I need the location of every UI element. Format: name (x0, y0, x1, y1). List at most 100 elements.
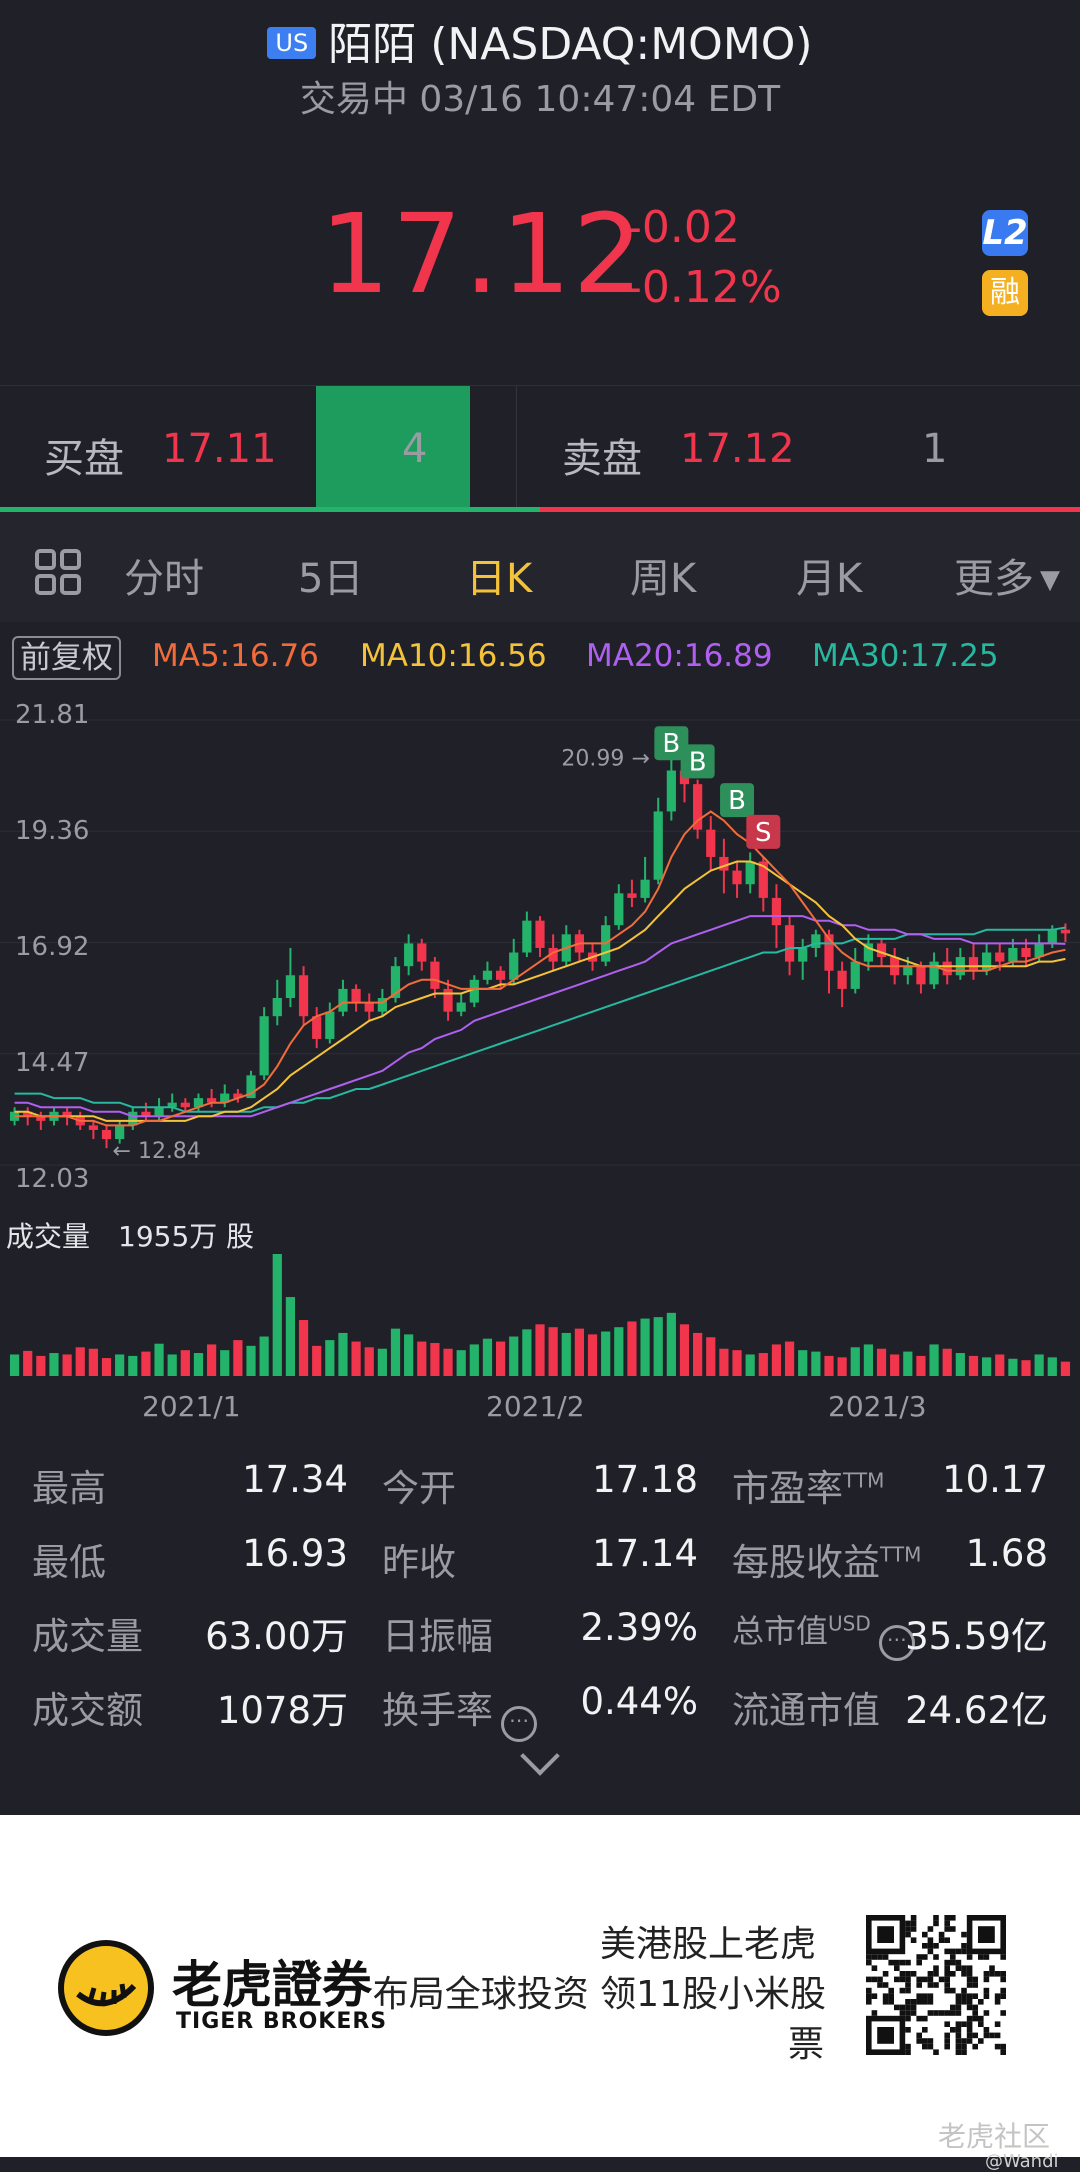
trade-marker-label: B (662, 729, 680, 759)
candle-body (653, 811, 663, 880)
stat-value: 2.39% (580, 1606, 698, 1649)
candle-body (338, 988, 348, 1012)
volume-bar (640, 1318, 650, 1376)
volume-bar (614, 1327, 624, 1376)
stat-label-sup: TTM (880, 1542, 922, 1567)
candle-body (23, 1111, 33, 1117)
tab-intraday[interactable]: 分时 (124, 556, 204, 602)
trade-marker-badge[interactable] (746, 814, 781, 849)
qr-code-icon (866, 1915, 1006, 2055)
ma10-line (14, 860, 1066, 1122)
candle-body (62, 1111, 72, 1117)
stat-value: 35.59亿 (905, 1615, 1048, 1658)
ma5-value: MA5:16.76 (152, 638, 319, 674)
candle-body (771, 897, 782, 926)
ma5-line (14, 810, 1066, 1127)
brand-name-en: TIGER BROKERS (176, 2009, 388, 2034)
price-adjust-button[interactable]: 前复权 (12, 636, 121, 680)
stat-value: 1078万 (216, 1689, 348, 1732)
stat-value: 17.18 (592, 1458, 698, 1501)
candle-body (233, 1093, 243, 1099)
volume-bar (128, 1355, 138, 1376)
candle-body (154, 1107, 164, 1117)
volume-bar (1047, 1357, 1057, 1376)
candle-body (863, 943, 873, 962)
order-book[interactable]: 买盘 17.11 4 卖盘 17.12 1 (0, 385, 1080, 515)
trade-marker-badge[interactable] (654, 726, 689, 761)
stock-title-row: US 陌陌 (NASDAQ:MOMO) (0, 8, 1080, 72)
grid-layout-icon[interactable] (34, 548, 82, 596)
y-tick-label: 21.81 (15, 700, 90, 730)
level2-badge[interactable]: L2 (982, 210, 1028, 256)
tab-more[interactable]: 更多 ▼ (954, 546, 1060, 604)
tab-daily-k[interactable]: 日K (466, 556, 533, 602)
ma30-line (14, 926, 1066, 1113)
stat-label-text: 换手率 (382, 1689, 493, 1732)
volume-bar (916, 1355, 926, 1376)
candle-body (325, 1011, 335, 1039)
candle-body (614, 893, 624, 926)
more-info-icon[interactable]: ⋯ (878, 1625, 915, 1661)
tab-monthly-k[interactable]: 月K (796, 556, 863, 602)
trade-marker-label: S (755, 818, 772, 848)
volume-bar (456, 1350, 466, 1376)
ma10-value: MA10:16.56 (360, 638, 547, 674)
volume-bar (285, 1297, 296, 1376)
volume-bar (417, 1341, 427, 1376)
y-tick-label: 12.03 (15, 1164, 90, 1194)
candle-body (784, 925, 795, 962)
volume-bar (784, 1341, 795, 1376)
tab-weekly-k[interactable]: 周K (630, 556, 697, 602)
stat-label-sup: USD (828, 1611, 871, 1636)
x-tick-label: 2021/3 (828, 1390, 927, 1423)
trade-marker-badge[interactable] (680, 744, 715, 779)
volume-bar (351, 1341, 361, 1376)
volume-bar (207, 1344, 217, 1376)
volume-bar (627, 1321, 637, 1376)
volume-bar (325, 1340, 335, 1376)
volume-bar (115, 1354, 125, 1376)
caret-down-icon: ▼ (1040, 565, 1060, 595)
volume-bar (430, 1342, 440, 1376)
stat-label: 成交额 (32, 1689, 143, 1732)
trade-marker-badge[interactable] (720, 783, 755, 818)
y-tick-label: 19.36 (15, 816, 90, 846)
candle-body (272, 998, 282, 1017)
low-price-marker: ← 12.84 (113, 1139, 201, 1164)
volume-bar (1021, 1360, 1031, 1376)
volume-bar (364, 1347, 374, 1376)
stat-label: 今开 (382, 1467, 456, 1510)
stat-value: 24.62亿 (905, 1689, 1048, 1732)
stat-label: 日振幅 (382, 1615, 493, 1658)
volume-value: 1955万 股 (118, 1220, 255, 1253)
tab-5day[interactable]: 5日 (298, 556, 364, 602)
ask-ratio-bar (540, 507, 1080, 515)
candle-body (298, 975, 309, 1017)
volume-bar (1008, 1358, 1018, 1376)
slogan-line: 票 (787, 2024, 824, 2065)
quote-stats: 最高 17.34 今开 17.18 市盈率TTM 10.17 最低 16.93 … (0, 1440, 1080, 1815)
volume-bar (36, 1355, 46, 1376)
candle-body (942, 961, 952, 976)
volume-bar (220, 1350, 230, 1376)
volume-bar (955, 1353, 965, 1376)
volume-bar (495, 1341, 506, 1376)
volume-chart[interactable] (0, 1250, 1080, 1380)
volume-bar (338, 1332, 348, 1376)
margin-badge[interactable]: 融 (982, 270, 1028, 316)
volume-bar (679, 1324, 690, 1376)
volume-bar (272, 1254, 282, 1376)
price-change: -0.02 (626, 202, 740, 253)
candle-body (640, 879, 650, 898)
volume-bar (982, 1357, 992, 1376)
volume-bar (732, 1350, 742, 1376)
volume-bar (890, 1354, 900, 1376)
stat-label: 流通市值 (732, 1689, 880, 1732)
volume-bar (1034, 1354, 1044, 1376)
more-info-icon[interactable]: ⋯ (501, 1706, 537, 1742)
candle-body (443, 988, 453, 1012)
ma30-value: MA30:17.25 (812, 638, 999, 674)
candle-body (141, 1111, 151, 1117)
candle-body (706, 829, 716, 857)
